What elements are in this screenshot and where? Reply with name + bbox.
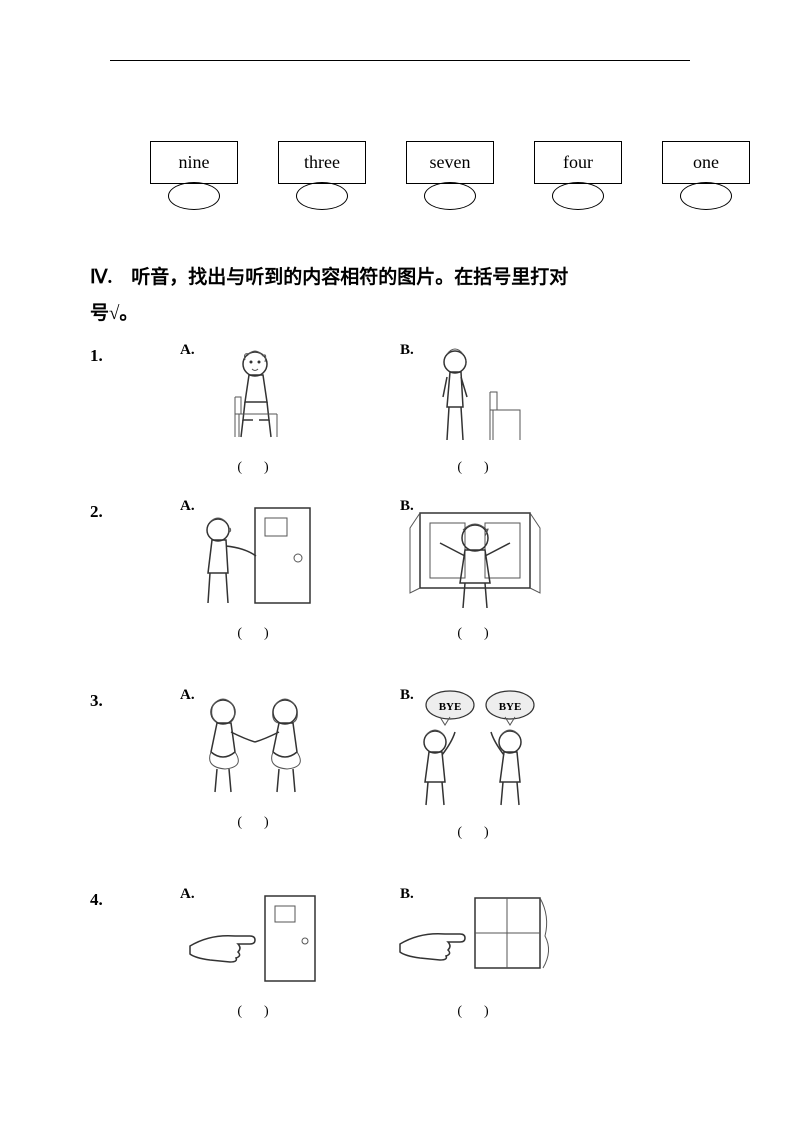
answer-oval[interactable]: [296, 182, 348, 210]
answer-paren[interactable]: ( ): [237, 1000, 272, 1020]
boy-sitting-icon: ( ): [180, 342, 330, 476]
hand-pointing-door-icon: ( ): [180, 886, 330, 1020]
answer-paren[interactable]: ( ): [237, 456, 272, 476]
word-item: seven: [406, 141, 494, 210]
answer-paren[interactable]: ( ): [237, 811, 272, 831]
answer-oval[interactable]: [680, 182, 732, 210]
option-label-a: A.: [180, 498, 195, 515]
question-number: 1.: [90, 342, 125, 366]
option-label-b: B.: [400, 886, 414, 903]
question-row: 4. A. ( ) B.: [90, 886, 710, 1020]
option-label-a: A.: [180, 687, 195, 704]
question-row: 2. A. ( ) B.: [90, 498, 710, 642]
word-box: seven: [406, 141, 494, 184]
answer-paren[interactable]: ( ): [457, 622, 492, 642]
word-item: one: [662, 141, 750, 210]
answer-oval[interactable]: [552, 182, 604, 210]
word-box: nine: [150, 141, 238, 184]
question-row: 1. A. ( ) B.: [90, 342, 710, 476]
question-number: 2.: [90, 498, 125, 522]
option-label-a: A.: [180, 342, 195, 359]
section-instruction-1: 听音，找出与听到的内容相符的图片。在括号里打对: [131, 267, 568, 288]
question-row: 3. A. ( ) B.: [90, 687, 710, 841]
section-number: Ⅳ.: [90, 267, 112, 288]
hand-pointing-window-icon: ( ): [400, 886, 550, 1020]
section-instruction-2: 号√。: [90, 303, 138, 324]
option-label-a: A.: [180, 886, 195, 903]
option-b[interactable]: B. BYE BYE: [400, 687, 550, 841]
answer-oval[interactable]: [424, 182, 476, 210]
answer-paren[interactable]: ( ): [237, 622, 272, 642]
option-a[interactable]: A. ( ): [180, 498, 330, 642]
bye-bubble-text: BYE: [499, 701, 522, 713]
word-box: four: [534, 141, 622, 184]
option-b[interactable]: B. ( ): [400, 498, 550, 642]
word-box: three: [278, 141, 366, 184]
option-a[interactable]: A. ( ): [180, 687, 330, 831]
option-label-b: B.: [400, 687, 414, 704]
boy-standing-by-chair-icon: ( ): [400, 342, 550, 476]
word-item: four: [534, 141, 622, 210]
kids-waving-bye-icon: BYE BYE ( ): [400, 687, 550, 841]
answer-oval[interactable]: [168, 182, 220, 210]
word-box-row: nine three seven four one: [150, 141, 710, 210]
word-box: one: [662, 141, 750, 184]
word-item: three: [278, 141, 366, 210]
question-number: 4.: [90, 886, 125, 910]
girls-shaking-hands-icon: ( ): [180, 687, 330, 831]
option-b[interactable]: B. ( ): [400, 342, 550, 476]
boy-opening-door-icon: ( ): [180, 498, 330, 642]
worksheet-page: nine three seven four one Ⅳ. 听音，找出与听到的内容…: [0, 0, 800, 1132]
option-b[interactable]: B. ( ): [400, 886, 550, 1020]
boy-opening-window-icon: ( ): [400, 498, 550, 642]
option-label-b: B.: [400, 498, 414, 515]
option-a[interactable]: A. ( ): [180, 886, 330, 1020]
bye-bubble-text: BYE: [439, 701, 462, 713]
answer-paren[interactable]: ( ): [457, 1000, 492, 1020]
header-rule: [110, 60, 690, 61]
option-a[interactable]: A. ( ): [180, 342, 330, 476]
section-heading: Ⅳ. 听音，找出与听到的内容相符的图片。在括号里打对 号√。: [90, 260, 710, 332]
answer-paren[interactable]: ( ): [457, 821, 492, 841]
word-item: nine: [150, 141, 238, 210]
answer-paren[interactable]: ( ): [457, 456, 492, 476]
question-number: 3.: [90, 687, 125, 711]
option-label-b: B.: [400, 342, 414, 359]
